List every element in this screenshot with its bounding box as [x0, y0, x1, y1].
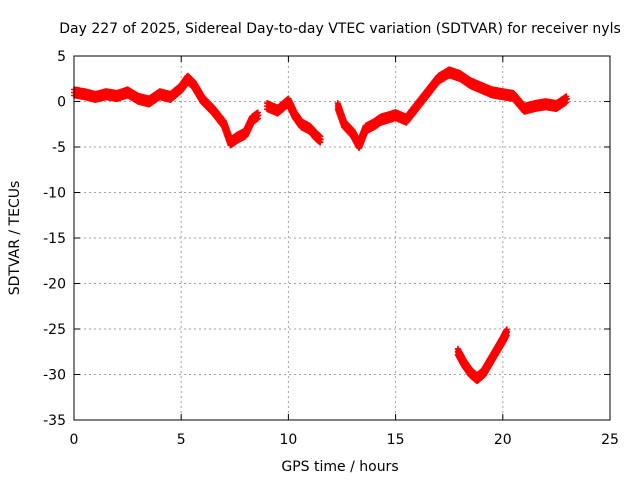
series-track-9-11.5h	[263, 95, 324, 146]
x-tick-label: 5	[177, 432, 186, 448]
y-tick-label: -30	[43, 368, 66, 384]
y-axis-label: SDTVAR / TECUs	[7, 181, 23, 296]
series-outlier-arc	[454, 326, 511, 385]
x-axis-label: GPS time / hours	[281, 459, 398, 475]
y-tick-label: 5	[57, 49, 66, 65]
series-track-17.5-23h	[446, 66, 571, 115]
x-tick-label: 25	[601, 432, 619, 448]
chart-title: Day 227 of 2025, Sidereal Day-to-day VTE…	[59, 21, 621, 37]
x-tick-label: 20	[494, 432, 512, 448]
y-tick-label: -35	[43, 413, 66, 429]
y-tick-label: 0	[57, 95, 66, 111]
y-tick-label: -5	[52, 140, 66, 156]
data-point	[255, 112, 262, 119]
data-point	[317, 136, 324, 143]
series-track-12-15h	[334, 100, 399, 152]
data-series	[71, 66, 571, 385]
y-tick-label: -25	[43, 322, 66, 338]
y-tick-label: -20	[43, 277, 66, 293]
y-tick-label: -10	[43, 186, 66, 202]
x-tick-label: 10	[279, 432, 297, 448]
x-tick-label: 0	[70, 432, 79, 448]
series-track-6-8h	[199, 93, 262, 149]
x-tick-label: 15	[387, 432, 405, 448]
y-tick-label: -15	[43, 231, 66, 247]
series-track-0-6h	[71, 72, 206, 108]
series-track-15-17.5h	[392, 66, 453, 126]
grid-lines	[74, 56, 610, 420]
